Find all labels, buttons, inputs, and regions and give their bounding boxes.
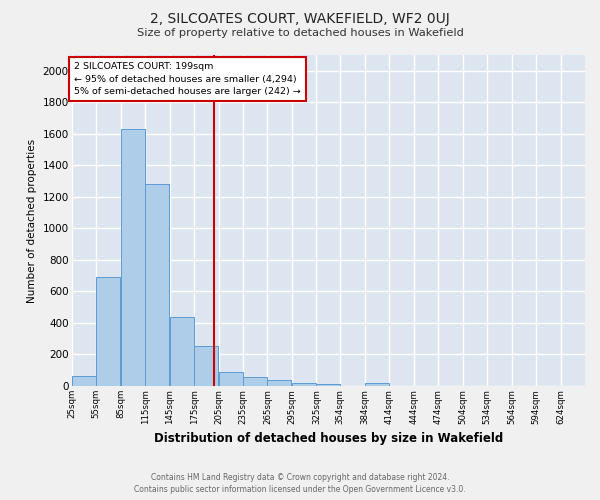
Y-axis label: Number of detached properties: Number of detached properties: [27, 138, 37, 302]
Bar: [121, 129, 145, 386]
Text: Size of property relative to detached houses in Wakefield: Size of property relative to detached ho…: [137, 28, 463, 38]
Text: Contains HM Land Registry data © Crown copyright and database right 2024.
Contai: Contains HM Land Registry data © Crown c…: [134, 472, 466, 494]
Bar: [218, 372, 242, 386]
Bar: [170, 316, 194, 386]
Bar: [194, 346, 218, 386]
Bar: [292, 382, 316, 386]
Bar: [365, 383, 389, 386]
Bar: [96, 278, 120, 386]
Bar: [71, 376, 95, 386]
Text: 2, SILCOATES COURT, WAKEFIELD, WF2 0UJ: 2, SILCOATES COURT, WAKEFIELD, WF2 0UJ: [150, 12, 450, 26]
Bar: [145, 184, 169, 386]
Bar: [316, 384, 340, 386]
Bar: [243, 378, 267, 386]
Bar: [268, 380, 292, 386]
X-axis label: Distribution of detached houses by size in Wakefield: Distribution of detached houses by size …: [154, 432, 503, 445]
Text: 2 SILCOATES COURT: 199sqm
← 95% of detached houses are smaller (4,294)
5% of sem: 2 SILCOATES COURT: 199sqm ← 95% of detac…: [74, 62, 301, 96]
